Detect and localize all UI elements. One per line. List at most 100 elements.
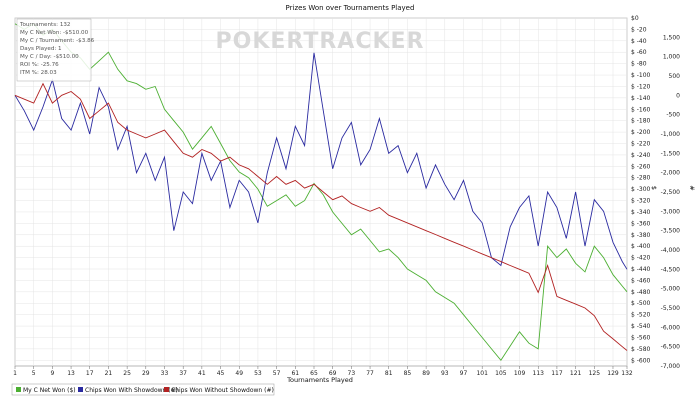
left-tick-label: $ -580: [631, 346, 651, 353]
right-tick-label: 1,000: [663, 54, 680, 61]
legend-swatch: [78, 387, 83, 392]
left-tick-label: $ -480: [631, 289, 651, 296]
info-box: Tournaments: 132 My C Net Won: -$510.00 My…: [16, 18, 95, 82]
x-tick-label: 77: [366, 370, 374, 377]
left-tick-label: $ -140: [631, 95, 651, 102]
right-tick-label: -7,000: [661, 363, 681, 370]
info-box-line: ITM %: 28.03: [20, 70, 57, 76]
right-tick-label: 1,500: [663, 34, 680, 41]
right-tick-label: -4,500: [661, 266, 681, 273]
left-tick-label: $ -200: [631, 129, 651, 136]
x-tick-label: 121: [570, 370, 582, 377]
right-tick-label: -1,000: [661, 131, 681, 138]
x-tick-label: 65: [310, 370, 318, 377]
right-tick-label: 0: [676, 92, 680, 99]
left-tick-label: $ -160: [631, 106, 651, 113]
legend-label: Chips Won With Showdown (#): [85, 387, 178, 394]
left-tick-label: $0: [631, 15, 639, 22]
x-tick-label: 33: [161, 370, 169, 377]
chart-title: Prizes Won over Tournaments Played: [286, 4, 415, 12]
x-tick-label: 101: [476, 370, 488, 377]
left-tick-label: $ -180: [631, 118, 651, 125]
left-tick-label: $ -440: [631, 266, 651, 273]
right-axis-title: #: [688, 185, 696, 190]
left-tick-label: $ -420: [631, 255, 651, 262]
right-tick-label: -4,000: [661, 247, 681, 254]
x-tick-label: 125: [589, 370, 601, 377]
left-tick-label: $ -400: [631, 243, 651, 250]
right-tick-label: -2,500: [661, 189, 681, 196]
x-tick-label: 57: [273, 370, 281, 377]
x-tick-label: 61: [291, 370, 299, 377]
x-tick-label: 69: [329, 370, 337, 377]
left-tick-label: $ -320: [631, 198, 651, 205]
right-tick-label: -6,000: [661, 324, 681, 331]
x-tick-label: 13: [67, 370, 75, 377]
x-tick-label: 132: [621, 370, 633, 377]
x-tick-label: 45: [217, 370, 225, 377]
x-tick-label: 89: [422, 370, 430, 377]
legend-swatch: [164, 387, 169, 392]
series-line-chips-won-without-showdown: [14, 82, 628, 351]
left-tick-label: $ -40: [631, 38, 647, 45]
series-line-chips-won-with-showdown: [14, 52, 628, 270]
right-tick-label: 500: [669, 73, 681, 80]
left-tick-label: $ -500: [631, 300, 651, 307]
left-tick-label: $ -460: [631, 277, 651, 284]
left-tick-label: $ -260: [631, 163, 651, 170]
x-tick-label: 105: [495, 370, 507, 377]
legend-swatch: [16, 387, 21, 392]
left-tick-label: $ -60: [631, 49, 647, 56]
info-box-line: Tournaments: 132: [19, 22, 71, 28]
x-tick-label: 93: [441, 370, 449, 377]
x-tick-label: 41: [198, 370, 206, 377]
left-tick-label: $ -240: [631, 152, 651, 159]
legend-label: My C Net Won ($): [23, 387, 76, 394]
x-tick-label: 9: [50, 370, 54, 377]
right-tick-label: -1,500: [661, 150, 681, 157]
x-tick-label: 49: [235, 370, 243, 377]
left-tick-label: $ -600: [631, 357, 651, 364]
right-tick-label: -3,000: [661, 208, 681, 215]
legend-label: Chips Won Without Showdown (#): [171, 387, 274, 394]
left-tick-label: $ -120: [631, 83, 651, 90]
x-tick-label: 85: [404, 370, 412, 377]
left-tick-label: $ -380: [631, 232, 651, 239]
x-tick-label: 53: [254, 370, 262, 377]
x-tick-label: 29: [142, 370, 150, 377]
right-tick-label: -500: [666, 112, 680, 119]
right-tick-label: -3,500: [661, 228, 681, 235]
info-box-line: ROI %: -25.76: [20, 62, 59, 68]
left-tick-label: $ -280: [631, 175, 651, 182]
right-axis-ticks: 1,500 1,000 500 0 -500 -1,000 -1,500 -2,000 -2,5…: [661, 34, 681, 370]
left-tick-label: $ -520: [631, 312, 651, 319]
info-box-frame: [16, 18, 92, 82]
left-tick-label: $ -300: [631, 186, 651, 193]
right-tick-label: -5,500: [661, 305, 681, 312]
x-tick-label: 129: [607, 370, 619, 377]
x-tick-label: 25: [123, 370, 131, 377]
left-tick-label: $ -220: [631, 141, 651, 148]
info-box-line: Days Played: 1: [20, 46, 62, 52]
x-tick-label: 113: [533, 370, 545, 377]
right-tick-label: -6,500: [661, 344, 681, 351]
legend: My C Net Won ($) Chips Won With Showdown …: [11, 383, 275, 396]
x-tick-label: 21: [105, 370, 113, 377]
left-axis-ticks: $0 $ -20 $ -40 $ -60 $ -80 $ -100 $ -120 $ -140…: [631, 15, 651, 364]
left-tick-label: $ -360: [631, 220, 651, 227]
info-box-line: My C Net Won: -$510.00: [20, 30, 89, 36]
x-tick-label: 109: [514, 370, 526, 377]
x-tick-label: 81: [385, 370, 393, 377]
x-tick-label: 117: [551, 370, 563, 377]
watermark-logo: POKERTRACKER: [216, 29, 425, 54]
right-tick-label: -5,000: [661, 286, 681, 293]
x-axis-title: Tournaments Played: [286, 376, 353, 384]
x-tick-label: 37: [179, 370, 187, 377]
left-tick-label: $ -20: [631, 26, 647, 33]
left-tick-label: $ -560: [631, 334, 651, 341]
info-box-line: My C / Tournament: -$3.86: [20, 38, 95, 44]
series-line-my-c-net-won: [14, 23, 628, 362]
left-tick-label: $ -540: [631, 323, 651, 330]
